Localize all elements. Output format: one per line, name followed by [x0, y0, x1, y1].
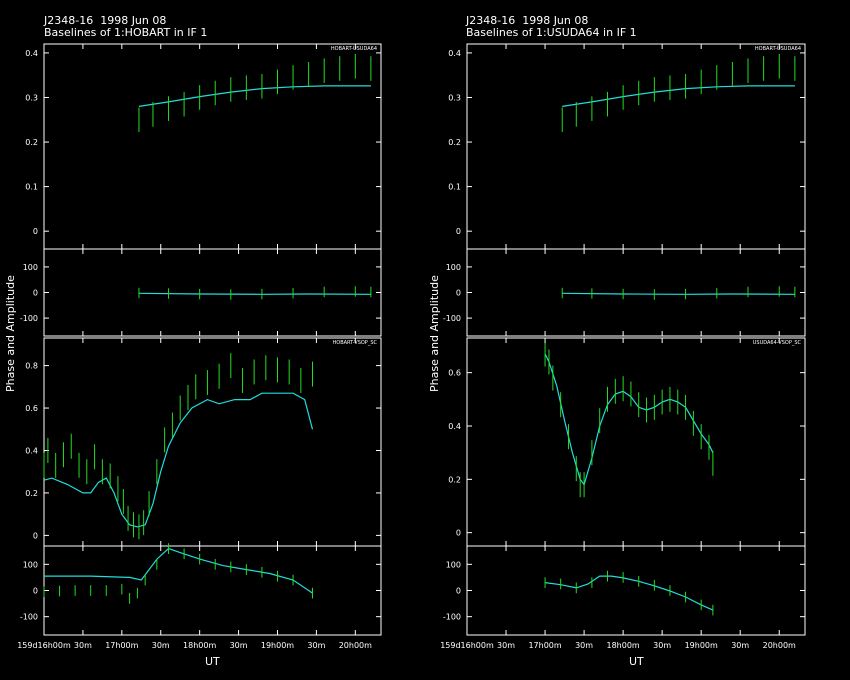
amplitude-model-line [43, 392, 314, 528]
phase-model-line [545, 575, 714, 611]
x-tick-label: 159d16h00m [440, 641, 494, 650]
left-x-axis-label: UT [205, 655, 220, 668]
phase-y-tick-label: -100 [20, 314, 38, 323]
x-tick-label: 30m [230, 641, 248, 650]
baseline-label: HOBART-USUDA64 [331, 46, 377, 52]
amplitude-y-tick-label: 0 [456, 227, 461, 236]
phase-y-tick-label: 100 [446, 560, 461, 569]
phase-y-tick-label: -100 [443, 314, 461, 323]
amplitude-frame-0 [43, 43, 382, 250]
x-tick-label: 30m [497, 641, 515, 650]
amplitude-y-tick-label: 0.4 [25, 49, 38, 58]
amplitude-y-tick-label: 0.2 [25, 138, 38, 147]
amplitude-y-tick-label: 0.1 [448, 183, 461, 192]
x-tick-label: 20h00m [763, 641, 796, 650]
phase-model-line [44, 547, 313, 594]
amplitude-model-line [562, 85, 795, 107]
amplitude-model-line [138, 85, 371, 107]
amplitude-y-tick-label: 0.1 [25, 183, 38, 192]
phase-frame-0 [43, 248, 382, 337]
amplitude-frame-3 [466, 337, 806, 547]
x-tick-label: 30m [152, 641, 170, 650]
x-tick-label: 17h00m [528, 641, 561, 650]
phase-y-tick-label: 0 [456, 289, 461, 298]
phase-y-tick-label: -100 [20, 613, 38, 622]
phase-y-tick-label: -100 [443, 613, 461, 622]
phase-y-tick-label: 100 [23, 263, 38, 272]
amplitude-frame-1 [43, 337, 382, 547]
amplitude-y-tick-label: 0.3 [448, 93, 461, 102]
phase-y-tick-label: 100 [446, 263, 461, 272]
x-tick-label: 18h00m [607, 641, 640, 650]
x-tick-label: 18h00m [183, 641, 216, 650]
baseline-label: USUDA64-VSOP_SC [753, 340, 802, 346]
amplitude-y-tick-label: 0.8 [25, 362, 38, 371]
x-tick-label: 30m [731, 641, 749, 650]
phase-y-tick-label: 100 [23, 560, 38, 569]
amplitude-frame-2 [466, 43, 806, 250]
x-tick-label: 19h00m [261, 641, 294, 650]
amplitude-y-tick-label: 0.3 [25, 93, 38, 102]
x-tick-label: 30m [74, 641, 92, 650]
amplitude-y-tick-label: 0 [456, 529, 461, 538]
amplitude-y-tick-label: 0.2 [448, 475, 461, 484]
amplitude-y-tick-label: 0.6 [25, 404, 38, 413]
x-tick-label: 20h00m [339, 641, 372, 650]
amplitude-y-tick-label: 0.4 [25, 446, 38, 455]
x-tick-label: 159d16h00m [17, 641, 71, 650]
baseline-label: HOBART-USUDA64 [755, 46, 801, 52]
phase-model-line [138, 292, 371, 295]
phase-frame-1 [43, 545, 382, 636]
x-tick-label: 30m [575, 641, 593, 650]
x-tick-label: 30m [653, 641, 671, 650]
amplitude-y-tick-label: 0.6 [448, 369, 461, 378]
amplitude-y-tick-label: 0.4 [448, 49, 461, 58]
right-subtitle: Baselines of 1:USUDA64 in IF 1 [466, 26, 637, 39]
phase-y-tick-label: 0 [456, 587, 461, 596]
amplitude-model-line [544, 353, 714, 487]
x-tick-label: 30m [307, 641, 325, 650]
amplitude-y-tick-label: 0.2 [25, 489, 38, 498]
x-tick-label: 19h00m [685, 641, 718, 650]
phase-frame-3 [466, 545, 806, 636]
phase-y-tick-label: 0 [33, 587, 38, 596]
left-source-title: J2348-16 1998 Jun 08 [44, 14, 167, 27]
left-subtitle: Baselines of 1:HOBART in IF 1 [44, 26, 208, 39]
amplitude-y-tick-label: 0 [33, 531, 38, 540]
x-tick-label: 17h00m [105, 641, 138, 650]
phase-frame-2 [466, 248, 806, 337]
phase-model-line [562, 292, 795, 295]
phase-y-tick-label: 0 [33, 289, 38, 298]
amplitude-y-tick-label: 0.4 [448, 422, 461, 431]
amplitude-y-tick-label: 0 [33, 227, 38, 236]
right-x-axis-label: UT [629, 655, 644, 668]
right-source-title: J2348-16 1998 Jun 08 [466, 14, 589, 27]
amplitude-y-tick-label: 0.2 [448, 138, 461, 147]
